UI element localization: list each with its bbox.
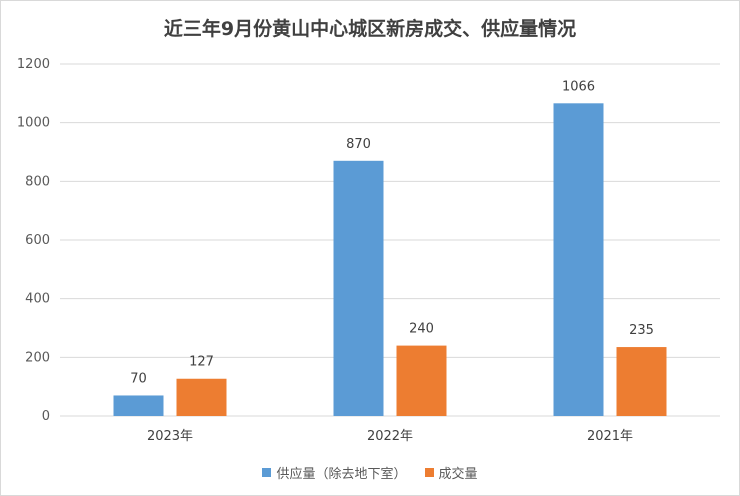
data-label: 235 [629, 323, 654, 338]
bar-deals [396, 345, 447, 416]
legend-label-supply: 供应量（除去地下室） [276, 467, 407, 482]
y-tick-label: 0 [42, 409, 50, 424]
legend-item-deals: 成交量 [424, 463, 478, 482]
data-label: 240 [409, 322, 434, 337]
data-label: 70 [130, 371, 147, 386]
bar-supply [333, 160, 384, 416]
y-tick-label: 1200 [17, 57, 50, 72]
legend-swatch-deals [424, 468, 434, 477]
bar-supply [113, 395, 164, 416]
x-category-label: 2022年 [367, 429, 413, 444]
legend-item-supply: 供应量（除去地下室） [262, 463, 407, 482]
y-tick-label: 200 [25, 350, 50, 365]
y-tick-label: 600 [25, 233, 50, 248]
bar-supply [553, 103, 604, 416]
data-label: 1066 [562, 79, 595, 94]
y-tick-label: 800 [25, 174, 50, 189]
bar-deals [176, 378, 227, 416]
y-tick-label: 400 [25, 292, 50, 307]
bar-deals [616, 347, 667, 416]
data-label: 870 [346, 137, 371, 152]
x-category-label: 2021年 [587, 429, 633, 444]
y-tick-label: 1000 [17, 116, 50, 131]
chart-legend: 供应量（除去地下室） 成交量 [0, 463, 740, 482]
x-category-label: 2023年 [147, 429, 193, 444]
legend-swatch-supply [262, 468, 272, 477]
legend-label-deals: 成交量 [438, 467, 478, 482]
chart-title: 近三年9月份黄山中心城区新房成交、供应量情况 [163, 18, 577, 40]
data-label: 127 [189, 355, 214, 370]
